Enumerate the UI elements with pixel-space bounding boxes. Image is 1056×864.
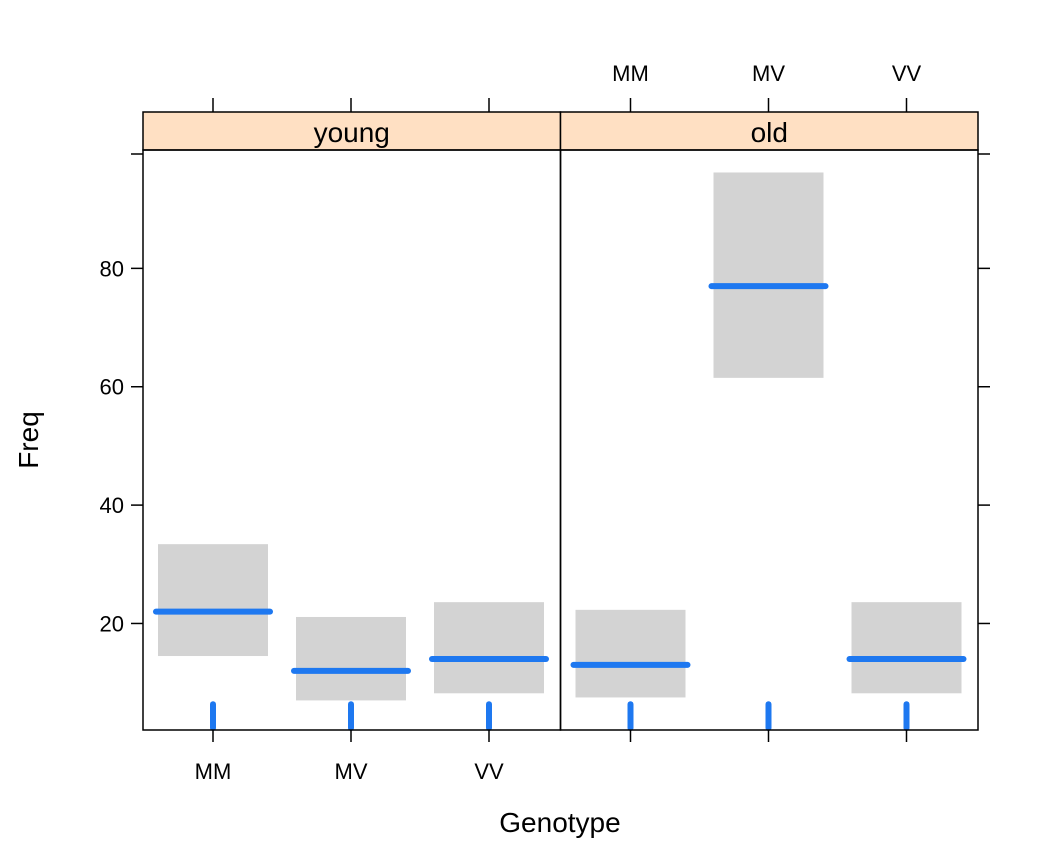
x-tick-label-young-MM: MM [195, 759, 232, 784]
y-tick-label-60: 60 [100, 375, 124, 400]
interval-young-MV [296, 616, 406, 701]
x-tick-label-old-VV: VV [892, 61, 922, 86]
y-tick-label-40: 40 [100, 493, 124, 518]
x-axis-title: Genotype [499, 807, 620, 838]
x-tick-label-young-MV: MV [335, 759, 368, 784]
interval-old-MV [713, 172, 824, 378]
x-tick-label-old-MV: MV [752, 61, 785, 86]
strip-label-young: young [314, 117, 390, 148]
x-tick-label-young-VV: VV [474, 759, 504, 784]
strip-young [142, 111, 562, 151]
panel-old: old [559, 111, 979, 731]
y-tick-label-80: 80 [100, 256, 124, 281]
interval-young-VV [434, 602, 544, 694]
panels-group: young old [142, 111, 979, 731]
y-axis-title: Freq [13, 411, 44, 469]
strip-label-old: old [751, 117, 788, 148]
interval-old-MM [575, 609, 686, 698]
strip-old [559, 111, 979, 151]
axes-group: MM MV VV MM MV VV 20 40 60 80 [100, 61, 990, 784]
interval-old-VV [851, 602, 962, 694]
x-tick-label-old-MM: MM [612, 61, 649, 86]
y-tick-label-20: 20 [100, 611, 124, 636]
interval-young-MM [158, 544, 268, 657]
panel-young: young [142, 111, 562, 731]
